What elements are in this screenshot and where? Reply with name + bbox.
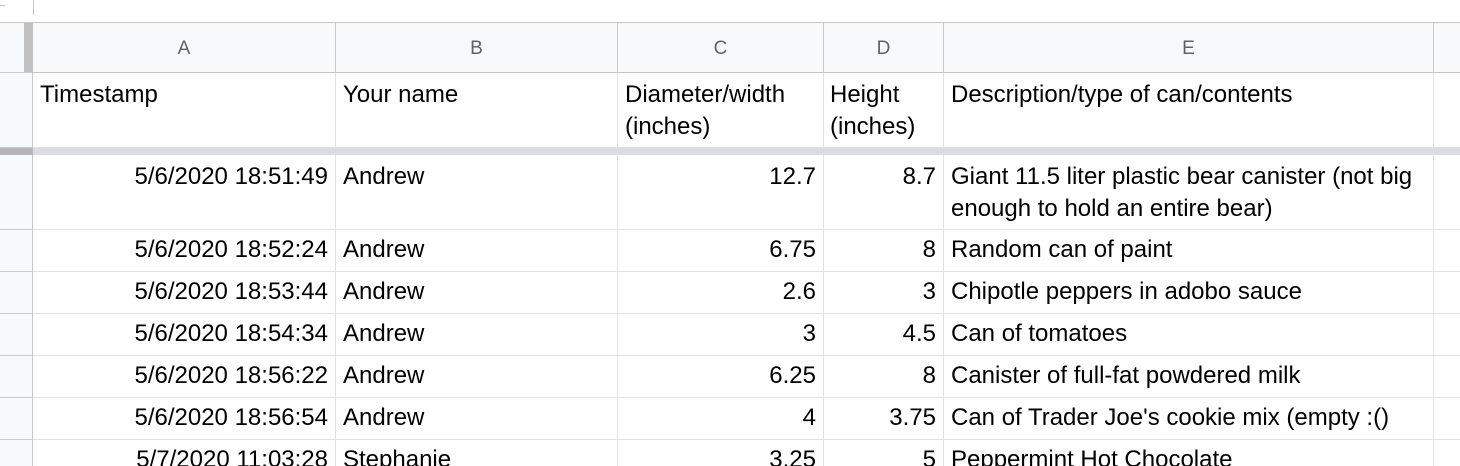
row-header-6[interactable] — [0, 356, 33, 398]
table-row: 5/6/2020 18:56:22 Andrew 6.25 8 Canister… — [33, 356, 1460, 398]
cell-height[interactable]: 8.7 — [824, 155, 944, 229]
row-header-1[interactable] — [0, 73, 33, 148]
cell-height[interactable]: 3 — [824, 272, 944, 313]
cell-e1[interactable]: Description/type of can/contents — [944, 73, 1434, 147]
column-header-e[interactable]: E — [944, 23, 1434, 72]
frozen-column-handle[interactable] — [24, 23, 33, 72]
cell-description[interactable]: Can of tomatoes — [944, 314, 1434, 355]
cell-description[interactable]: Chipotle peppers in adobo sauce — [944, 272, 1434, 313]
row-header-4[interactable] — [0, 272, 33, 314]
table-row: 5/6/2020 18:51:49 Andrew 12.7 8.7 Giant … — [33, 155, 1460, 230]
cell-d1-line2: (inches) — [830, 113, 916, 140]
cell-d1-line1: Height — [830, 81, 900, 108]
cell-timestamp[interactable]: 5/6/2020 18:54:34 — [33, 314, 336, 355]
cell-height[interactable]: 3.75 — [824, 398, 944, 439]
column-header-row — [0, 23, 1460, 73]
frozen-rows-divider[interactable] — [0, 148, 1460, 155]
row-header-7[interactable] — [0, 398, 33, 440]
cell-c1-line1: Diameter/width — [625, 81, 786, 108]
table-row: 5/6/2020 18:53:44 Andrew 2.6 3 Chipotle … — [33, 272, 1460, 314]
cell-b1[interactable]: Your name — [336, 73, 618, 147]
cell-description[interactable]: Canister of full-fat powdered milk — [944, 356, 1434, 397]
cell-description[interactable]: Peppermint Hot Chocolate — [944, 440, 1434, 466]
cell-diameter[interactable]: 6.25 — [618, 356, 824, 397]
column-header-a[interactable]: A — [33, 23, 336, 72]
cell-name[interactable]: Andrew — [336, 314, 618, 355]
cell-diameter[interactable]: 3 — [618, 314, 824, 355]
row-header-8[interactable] — [0, 440, 33, 466]
table-row: 5/7/2020 11:03:28 Stephanie 3.25 5 Peppe… — [33, 440, 1460, 466]
column-header-c[interactable]: C — [618, 23, 824, 72]
cell-d1[interactable]: Height (inches) — [824, 73, 944, 147]
formula-bar-edge — [0, 5, 5, 6]
cell-height[interactable]: 5 — [824, 440, 944, 466]
cell-c1-line2: (inches) — [625, 113, 711, 140]
cell-diameter[interactable]: 3.25 — [618, 440, 824, 466]
frozen-rows-handle[interactable] — [0, 148, 33, 155]
cell-name[interactable]: Stephanie — [336, 440, 618, 466]
cell-timestamp[interactable]: 5/6/2020 18:53:44 — [33, 272, 336, 313]
table-row: 5/6/2020 18:52:24 Andrew 6.75 8 Random c… — [33, 230, 1460, 272]
cell-c1[interactable]: Diameter/width (inches) — [618, 73, 824, 147]
cell-timestamp[interactable]: 5/7/2020 11:03:28 — [33, 440, 336, 466]
select-all-corner[interactable] — [0, 23, 22, 72]
cell-name[interactable]: Andrew — [336, 272, 618, 313]
cell-description[interactable]: Can of Trader Joe's cookie mix (empty :(… — [944, 398, 1434, 439]
table-row: 5/6/2020 18:54:34 Andrew 3 4.5 Can of to… — [33, 314, 1460, 356]
cell-name[interactable]: Andrew — [336, 356, 618, 397]
cell-timestamp[interactable]: 5/6/2020 18:52:24 — [33, 230, 336, 271]
cell-name[interactable]: Andrew — [336, 398, 618, 439]
row-header-3[interactable] — [0, 230, 33, 272]
table-row: 5/6/2020 18:56:54 Andrew 4 3.75 Can of T… — [33, 398, 1460, 440]
formula-bar-divider — [33, 0, 34, 15]
cell-height[interactable]: 8 — [824, 230, 944, 271]
cell-name[interactable]: Andrew — [336, 155, 618, 229]
column-header-b[interactable]: B — [336, 23, 618, 72]
header-data-row: Timestamp Your name Diameter/width (inch… — [33, 73, 1460, 148]
cell-diameter[interactable]: 4 — [618, 398, 824, 439]
cell-height[interactable]: 8 — [824, 356, 944, 397]
cell-name[interactable]: Andrew — [336, 230, 618, 271]
cell-description[interactable]: Random can of paint — [944, 230, 1434, 271]
cell-timestamp[interactable]: 5/6/2020 18:56:54 — [33, 398, 336, 439]
cell-diameter[interactable]: 12.7 — [618, 155, 824, 229]
cell-timestamp[interactable]: 5/6/2020 18:56:22 — [33, 356, 336, 397]
cell-timestamp[interactable]: 5/6/2020 18:51:49 — [33, 155, 336, 229]
cell-diameter[interactable]: 6.75 — [618, 230, 824, 271]
cell-height[interactable]: 4.5 — [824, 314, 944, 355]
row-header-5[interactable] — [0, 314, 33, 356]
row-header-2[interactable] — [0, 155, 33, 230]
cell-diameter[interactable]: 2.6 — [618, 272, 824, 313]
cell-a1[interactable]: Timestamp — [33, 73, 336, 147]
cell-description[interactable]: Giant 11.5 liter plastic bear canister (… — [944, 155, 1434, 229]
formula-bar-strip — [0, 0, 1460, 23]
column-header-d[interactable]: D — [824, 23, 944, 72]
